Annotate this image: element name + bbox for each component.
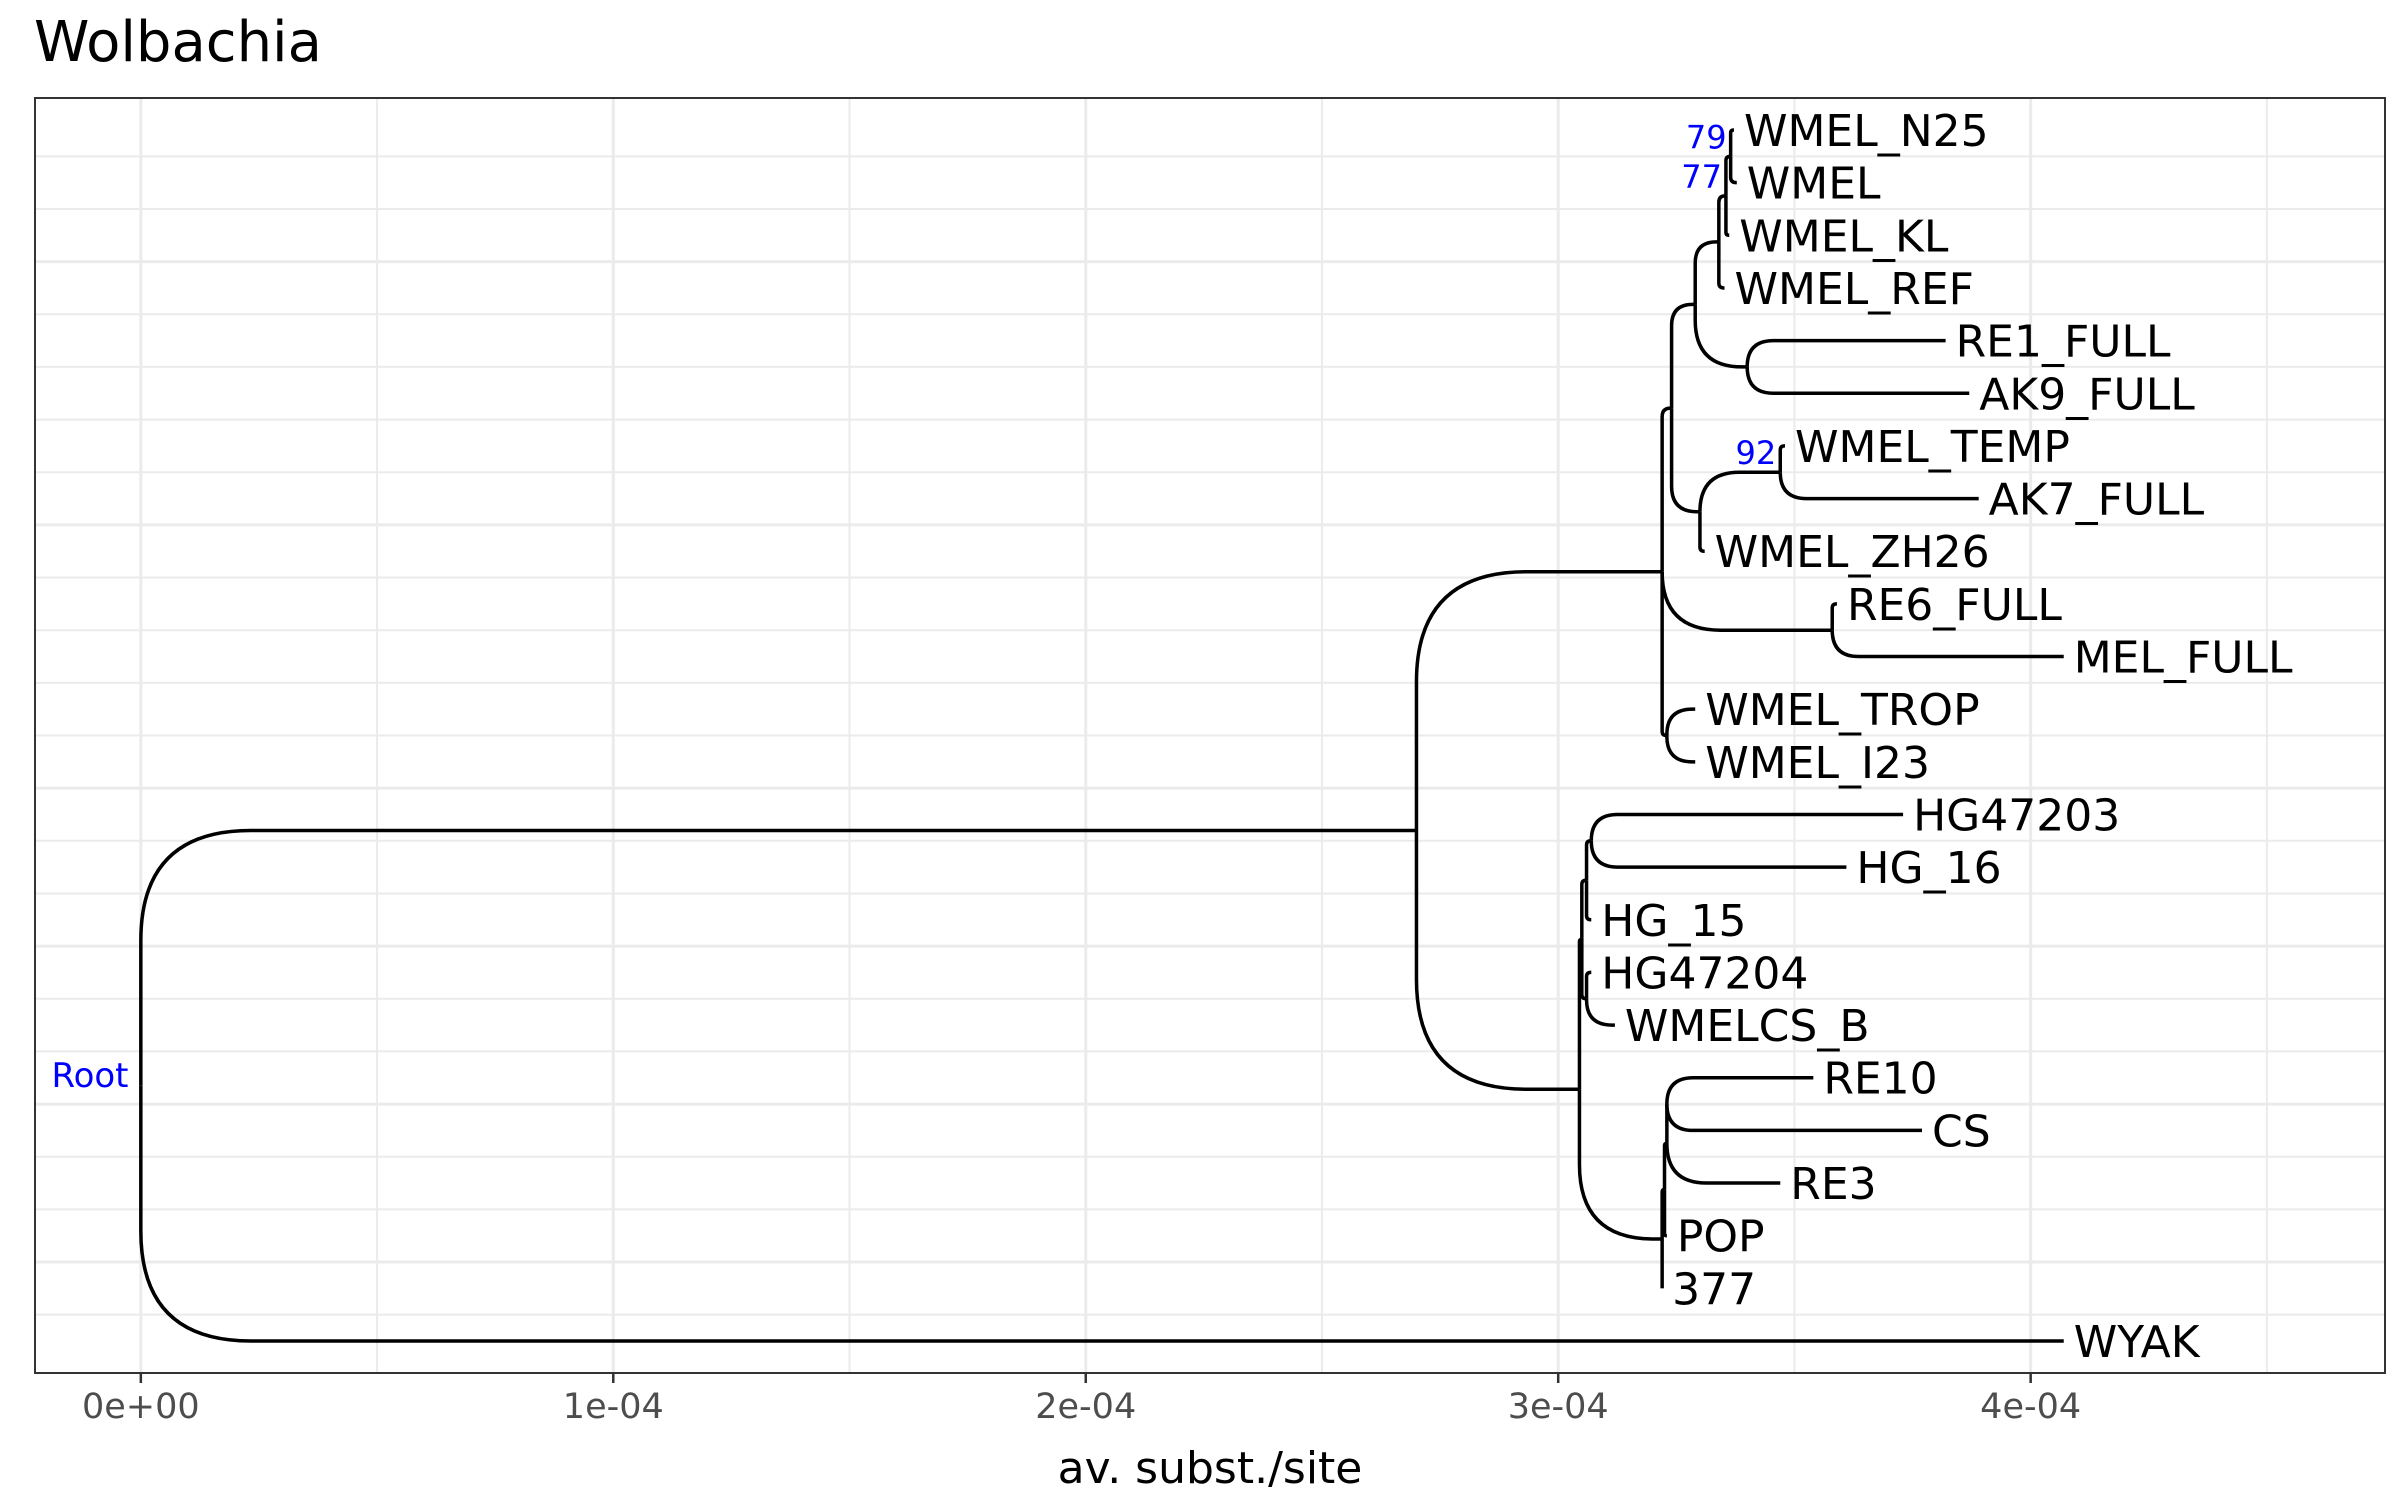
tip-label: WMEL <box>1747 159 1881 210</box>
tip-label: AK7_FULL <box>1989 475 2205 526</box>
tip-label: RE1_FULL <box>1956 317 2171 368</box>
tip-label: 377 <box>1672 1264 1756 1315</box>
chart-title: Wolbachia <box>34 10 322 75</box>
tree-branch <box>1584 998 1615 1027</box>
tip-label: RE6_FULL <box>1847 580 2062 631</box>
tree-branch <box>1778 444 1785 473</box>
x-tick-label: 2e-04 <box>1035 1387 1136 1427</box>
tip-label: WMELCS_B <box>1625 1001 1870 1052</box>
tip-label: WYAK <box>2074 1317 2201 1368</box>
x-tick-label: 4e-04 <box>1980 1387 2081 1427</box>
x-axis-title: av. subst./site <box>1058 1443 1363 1494</box>
tree-branch <box>1577 1089 1663 1241</box>
tree-branch <box>1693 240 1719 305</box>
tree-branch <box>139 1085 2064 1343</box>
grid <box>35 98 2385 1373</box>
x-tick-label: 0e+00 <box>82 1387 200 1427</box>
tree-branch <box>1669 408 1700 514</box>
tree-branch <box>1698 511 1705 553</box>
tree-branch <box>1665 735 1696 764</box>
branches <box>139 128 2064 1343</box>
x-axis: 0e+00 1e-04 2e-04 3e-04 4e-04 <box>82 1373 2081 1427</box>
tip-label: MEL_FULL <box>2074 633 2293 684</box>
tip-label: WMEL_ZH26 <box>1715 527 1990 578</box>
tree-branch <box>1717 241 1725 290</box>
tree-branch <box>1778 472 1979 501</box>
bootstrap-label: 77 <box>1681 158 1722 196</box>
panel-border <box>34 97 2386 1374</box>
tree-branch <box>1745 366 1970 396</box>
tip-label: WMEL_REF <box>1735 264 1974 315</box>
tip-label: WMEL_TEMP <box>1795 422 2070 473</box>
tip-label: WMEL_TROP <box>1705 685 1979 736</box>
tip-label: HG47203 <box>1913 790 2120 841</box>
x-tick-label: 1e-04 <box>563 1387 664 1427</box>
bootstrap-label: 79 <box>1686 118 1727 156</box>
tree-branch <box>1589 812 1904 841</box>
tip-label: POP <box>1677 1212 1765 1263</box>
tree-branch <box>1665 707 1696 736</box>
tip-label: AK9_FULL <box>1979 369 2195 420</box>
x-tick-label: 3e-04 <box>1508 1387 1609 1427</box>
tip-label: HG47204 <box>1601 948 1808 999</box>
tip-label: HG_15 <box>1601 896 1746 947</box>
root-label: Root <box>51 1056 128 1096</box>
tree-branch <box>1698 470 1781 512</box>
tree-branch <box>1665 1075 1814 1105</box>
tree-branch <box>1584 970 1592 999</box>
tree-branch <box>1589 840 1847 869</box>
tip-label: WMEL_I23 <box>1705 738 1930 789</box>
tree-branch <box>1728 156 1737 185</box>
tip-labels: WMEL_N25WMELWMEL_KLWMEL_REFRE1_FULLAK9_F… <box>1601 106 2293 1368</box>
tree-branch <box>1745 338 1946 367</box>
tree-branch <box>139 828 1417 1086</box>
tree-branch <box>1830 630 2064 659</box>
tree-branch <box>1665 1104 1922 1133</box>
tree-branch <box>1693 304 1748 369</box>
tip-label: CS <box>1932 1106 1991 1157</box>
tip-label: WMEL_N25 <box>1744 106 1989 157</box>
tree-branch <box>1724 195 1730 238</box>
tip-label: RE10 <box>1823 1054 1937 1105</box>
tree-branch <box>1669 302 1696 409</box>
tree-branch <box>1660 571 1833 632</box>
tree-branch <box>1662 1189 1667 1238</box>
tip-label: WMEL_KL <box>1739 211 1949 262</box>
bootstrap-label: 92 <box>1736 434 1777 472</box>
tip-label: RE3 <box>1790 1159 1876 1210</box>
tree-branch <box>1584 880 1592 922</box>
tree-branch <box>1830 602 1837 631</box>
tree-branch <box>1414 570 1663 831</box>
tip-label: HG_16 <box>1856 843 2001 894</box>
tree-branch <box>1414 830 1580 1092</box>
tree-branch <box>1728 128 1734 157</box>
tree-branch <box>1665 1143 1781 1185</box>
